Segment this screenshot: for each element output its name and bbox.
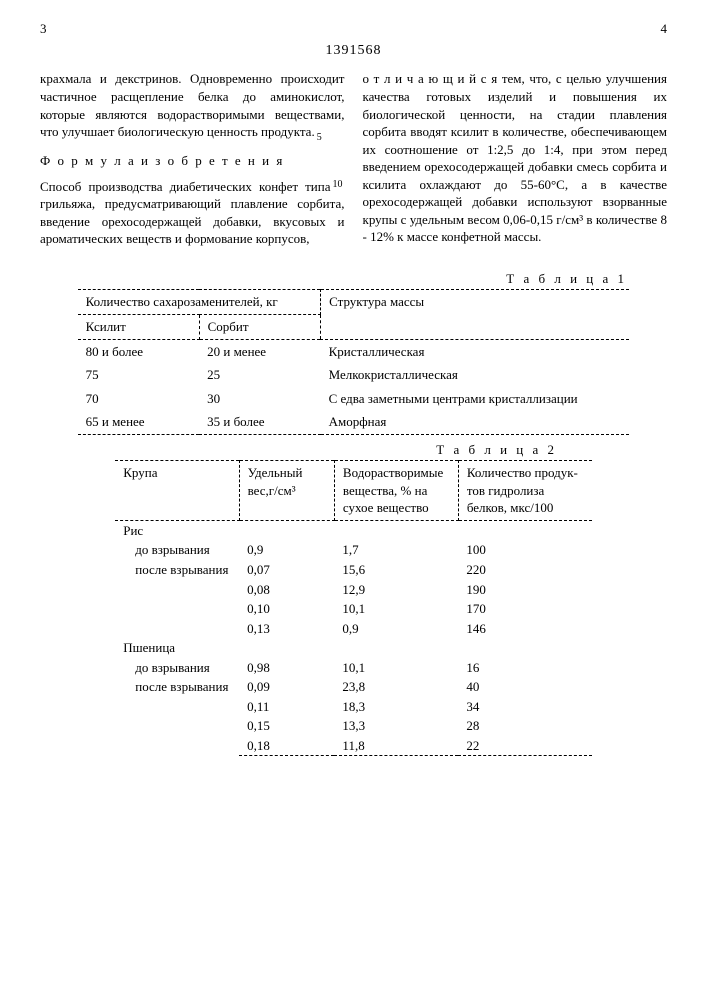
table-1: Количество сахарозаменителей, кг Структу…: [78, 289, 630, 434]
t2-cell: 34: [458, 697, 591, 717]
t2-cell: 15,6: [334, 560, 458, 580]
left-para-1: крахмала и декстринов. Одновременно прои…: [40, 70, 345, 144]
t1-cell: 30: [199, 387, 321, 411]
t2-cell: 0,09: [239, 677, 334, 697]
page-num-left: 3: [40, 20, 47, 38]
body-columns: крахмала и декстринов. Одновременно прои…: [40, 70, 667, 255]
t1-cell: 70: [78, 387, 199, 411]
t1-cell: С едва заметными центрами кристалли­заци…: [321, 387, 630, 411]
formula-title: Ф о р м у л а и з о б р е т е н и я: [40, 152, 345, 170]
t2-cell: 10,1: [334, 658, 458, 678]
right-para-1: о т л и ч а ю щ и й с я тем, что, с цель…: [363, 70, 668, 245]
t2-cell: 0,10: [239, 599, 334, 619]
t2-cell: 16: [458, 658, 591, 678]
t2-cell: 170: [458, 599, 591, 619]
t2-head-ud: Удельный вес,г/см³: [239, 461, 334, 521]
table1-caption: Т а б л и ц а 1: [40, 270, 627, 288]
t2-cell: 10,1: [334, 599, 458, 619]
t2-cell: 0,18: [239, 736, 334, 756]
t2-cell: 100: [458, 540, 591, 560]
t1-cell: 75: [78, 363, 199, 387]
t2-cell: 28: [458, 716, 591, 736]
t2-head-water: Водораст­воримые вещества, % на сухое ве…: [334, 461, 458, 521]
t1-head-sorbit: Сорбит: [199, 315, 321, 340]
t1-cell: 20 и менее: [199, 339, 321, 363]
t2-cell: 146: [458, 619, 591, 639]
t2-before-label: до взрыва­ния: [115, 658, 239, 678]
t2-cell: 23,8: [334, 677, 458, 697]
left-para-2: 10Способ производства диабетических конф…: [40, 178, 345, 248]
t2-cell: 11,8: [334, 736, 458, 756]
t1-cell: Аморфная: [321, 410, 630, 434]
left-column: крахмала и декстринов. Одновременно прои…: [40, 70, 345, 255]
t2-cell: 12,9: [334, 580, 458, 600]
t2-cell: 0,11: [239, 697, 334, 717]
line-number-10: 10: [333, 178, 343, 192]
t2-group-name: Рис: [115, 520, 239, 540]
t2-cell: 0,98: [239, 658, 334, 678]
t2-cell: 0,15: [239, 716, 334, 736]
t2-cell: 220: [458, 560, 591, 580]
t2-cell: 22: [458, 736, 591, 756]
t2-after-label: после взры­вания: [115, 677, 239, 697]
table2-caption: Т а б л и ц а 2: [40, 441, 557, 459]
t2-cell: 0,9: [334, 619, 458, 639]
t2-head-prot: Количест­во продук­тов гидро­лиза белков…: [458, 461, 591, 521]
t2-cell: 190: [458, 580, 591, 600]
t2-cell: 18,3: [334, 697, 458, 717]
page-num-right: 4: [661, 20, 668, 38]
t1-head-group: Количество сахарозаменителей, кг: [78, 290, 321, 315]
page-header: 3 4: [40, 20, 667, 38]
t1-cell: 80 и более: [78, 339, 199, 363]
t2-head-krupa: Крупа: [115, 461, 239, 521]
t2-cell: 0,08: [239, 580, 334, 600]
line-number-5: 5: [317, 132, 322, 143]
t1-cell: 35 и более: [199, 410, 321, 434]
t2-cell: 1,7: [334, 540, 458, 560]
t2-after-label: после взры­вания: [115, 560, 239, 580]
table-2: Крупа Удельный вес,г/см³ Водораст­воримы…: [115, 460, 592, 756]
t1-cell: 25: [199, 363, 321, 387]
t1-cell: Мелкокристаллическая: [321, 363, 630, 387]
t1-cell: Кристаллическая: [321, 339, 630, 363]
t2-before-label: до взрыва­ния: [115, 540, 239, 560]
t2-cell: 40: [458, 677, 591, 697]
t2-cell: 0,9: [239, 540, 334, 560]
document-number: 1391568: [40, 42, 667, 61]
t2-cell: 0,07: [239, 560, 334, 580]
t1-head-struct: Структура массы: [321, 290, 630, 339]
t2-cell: 0,13: [239, 619, 334, 639]
t2-cell: 13,3: [334, 716, 458, 736]
right-column: о т л и ч а ю щ и й с я тем, что, с цель…: [363, 70, 668, 255]
t1-head-xylit: Ксилит: [78, 315, 199, 340]
t2-group-name: Пшеница: [115, 638, 239, 658]
t1-cell: 65 и менее: [78, 410, 199, 434]
